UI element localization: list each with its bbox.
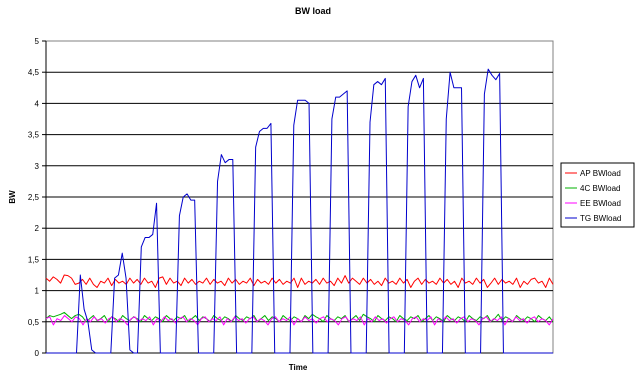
y-tick-label: 2,5 — [28, 193, 40, 202]
y-tick-label: 4 — [35, 99, 40, 108]
y-tick-label: 1,5 — [28, 255, 40, 264]
y-tick-label: 5 — [35, 37, 40, 46]
series-line-ee-bwload — [45, 315, 554, 326]
series-line-ap-bwload — [45, 274, 554, 288]
y-tick-label: 2 — [35, 224, 40, 233]
legend-label: 4C BWload — [580, 184, 620, 193]
y-tick-label: 0 — [35, 349, 40, 358]
legend-label: AP BWload — [580, 169, 621, 178]
legend: AP BWload 4C BWload EE BWload TG BWload — [560, 162, 635, 228]
legend-label: EE BWload — [580, 199, 621, 208]
y-tick-label: 0,5 — [28, 318, 40, 327]
series-line-tg-bwload — [46, 68, 553, 354]
y-tick-label: 4,5 — [28, 68, 40, 77]
legend-box — [560, 162, 635, 228]
legend-label: TG BWload — [580, 214, 621, 223]
y-axis-label: BW — [8, 190, 17, 204]
y-tick-label: 3,5 — [28, 131, 40, 140]
y-tick-label: 3 — [35, 162, 40, 171]
plot-area: 0 0,5 1 1,5 2 2,5 3 3,5 4 4,5 5 — [28, 37, 554, 358]
x-axis-label: Time — [289, 363, 308, 372]
y-tick-label: 1 — [35, 287, 40, 296]
chart-title: BW load — [295, 6, 331, 16]
